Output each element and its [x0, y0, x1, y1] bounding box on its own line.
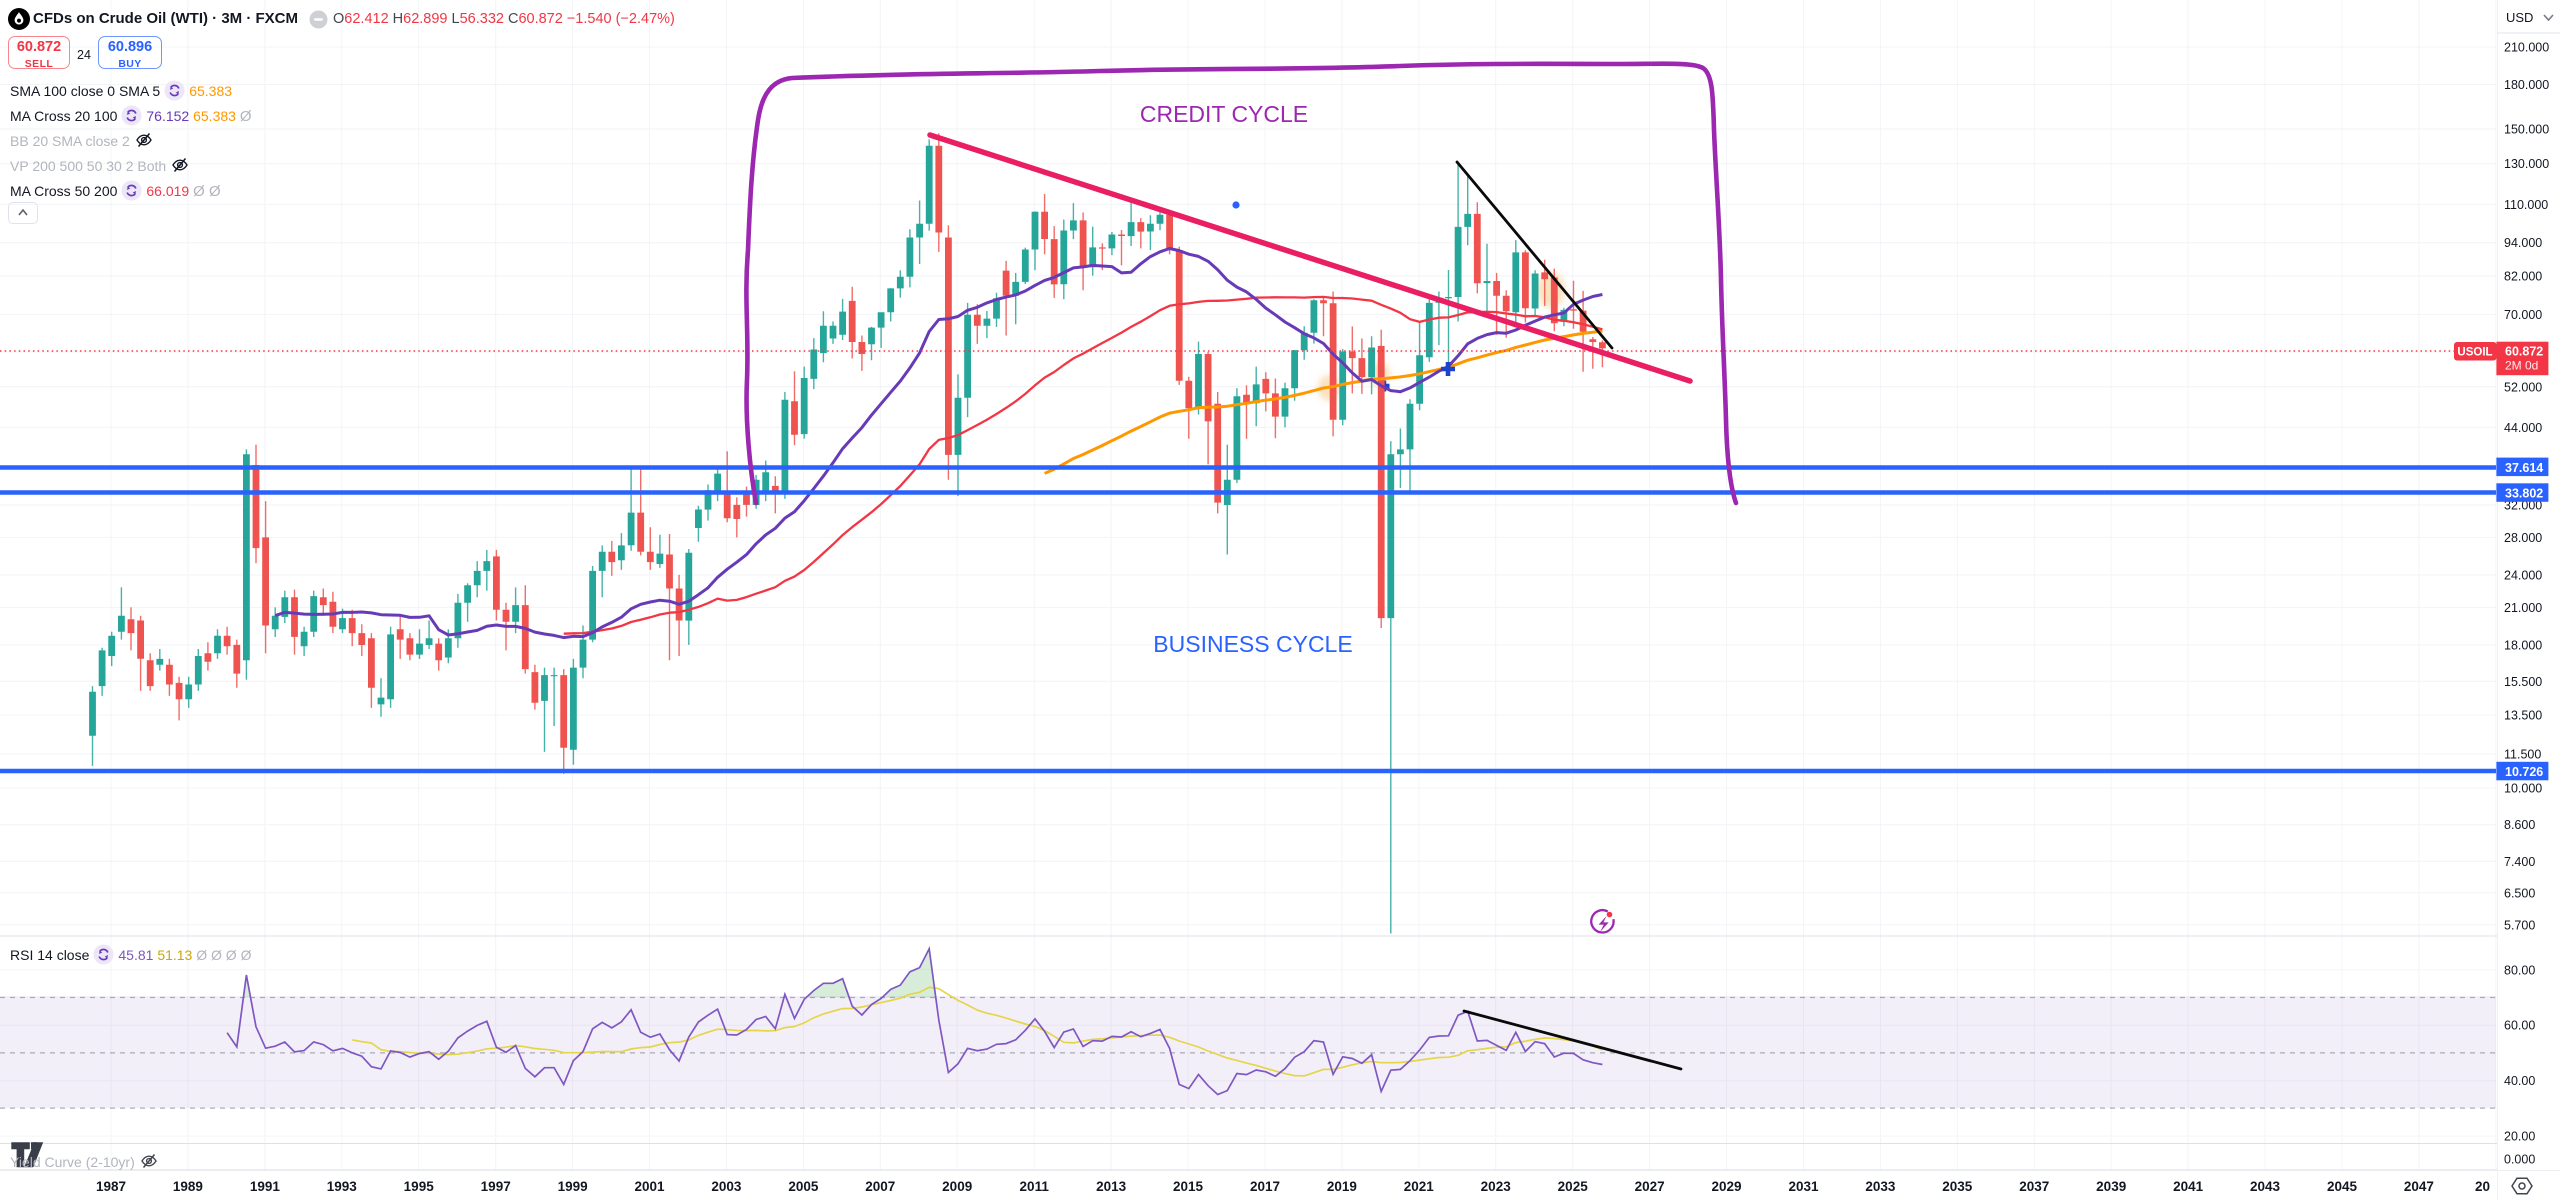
- svg-text:2007: 2007: [865, 1179, 895, 1194]
- svg-text:2045: 2045: [2327, 1179, 2358, 1194]
- svg-text:10.726: 10.726: [2505, 765, 2543, 779]
- svg-text:BUSINESS CYCLE: BUSINESS CYCLE: [1153, 631, 1352, 657]
- svg-text:8.600: 8.600: [2504, 818, 2535, 832]
- svg-text:37.614: 37.614: [2505, 461, 2543, 475]
- svg-text:0.000: 0.000: [2504, 1153, 2535, 1167]
- svg-text:2031: 2031: [1788, 1179, 1819, 1194]
- svg-text:28.000: 28.000: [2504, 531, 2542, 545]
- svg-text:2029: 2029: [1711, 1179, 1741, 1194]
- svg-text:2027: 2027: [1635, 1179, 1665, 1194]
- svg-text:1997: 1997: [481, 1179, 511, 1194]
- svg-text:2015: 2015: [1173, 1179, 1204, 1194]
- svg-text:33.802: 33.802: [2505, 487, 2543, 501]
- svg-text:1993: 1993: [327, 1179, 358, 1194]
- svg-text:7.400: 7.400: [2504, 855, 2535, 869]
- svg-text:2009: 2009: [942, 1179, 972, 1194]
- svg-text:15.500: 15.500: [2504, 675, 2542, 689]
- svg-text:130.000: 130.000: [2504, 157, 2549, 171]
- svg-text:94.000: 94.000: [2504, 236, 2542, 250]
- svg-text:80.00: 80.00: [2504, 963, 2535, 977]
- svg-text:2025: 2025: [1558, 1179, 1589, 1194]
- svg-text:18.000: 18.000: [2504, 638, 2542, 652]
- svg-text:CREDIT CYCLE: CREDIT CYCLE: [1140, 101, 1308, 127]
- svg-text:5.700: 5.700: [2504, 918, 2535, 932]
- svg-text:USD: USD: [2506, 10, 2533, 25]
- svg-text:82.000: 82.000: [2504, 269, 2542, 283]
- svg-text:2033: 2033: [1865, 1179, 1896, 1194]
- svg-text:110.000: 110.000: [2504, 198, 2548, 212]
- svg-text:13.500: 13.500: [2504, 709, 2542, 723]
- svg-text:32.000: 32.000: [2504, 498, 2542, 512]
- svg-text:1989: 1989: [173, 1179, 203, 1194]
- svg-text:60.872: 60.872: [2505, 344, 2543, 358]
- svg-text:2035: 2035: [1942, 1179, 1973, 1194]
- svg-text:1995: 1995: [404, 1179, 435, 1194]
- svg-text:44.000: 44.000: [2504, 421, 2542, 435]
- svg-text:2039: 2039: [2096, 1179, 2126, 1194]
- svg-text:2001: 2001: [634, 1179, 665, 1194]
- svg-text:2023: 2023: [1481, 1179, 1512, 1194]
- svg-text:60.00: 60.00: [2504, 1019, 2535, 1033]
- svg-text:52.000: 52.000: [2504, 380, 2542, 394]
- svg-text:2047: 2047: [2404, 1179, 2434, 1194]
- svg-text:180.000: 180.000: [2504, 78, 2549, 92]
- svg-text:24.000: 24.000: [2504, 568, 2542, 582]
- svg-text:USOIL: USOIL: [2457, 347, 2492, 359]
- svg-text:2041: 2041: [2173, 1179, 2204, 1194]
- svg-text:2M 0d: 2M 0d: [2505, 359, 2538, 373]
- svg-text:21.000: 21.000: [2504, 601, 2542, 615]
- svg-text:2017: 2017: [1250, 1179, 1280, 1194]
- svg-text:2013: 2013: [1096, 1179, 1127, 1194]
- svg-text:210.000: 210.000: [2504, 41, 2549, 55]
- svg-text:2019: 2019: [1327, 1179, 1357, 1194]
- svg-text:20.00: 20.00: [2504, 1130, 2535, 1144]
- svg-text:1991: 1991: [250, 1179, 281, 1194]
- svg-text:40.00: 40.00: [2504, 1074, 2535, 1088]
- svg-text:6.500: 6.500: [2504, 886, 2535, 900]
- svg-text:11.500: 11.500: [2504, 748, 2541, 762]
- svg-text:150.000: 150.000: [2504, 122, 2549, 136]
- svg-text:2003: 2003: [711, 1179, 742, 1194]
- svg-text:2005: 2005: [788, 1179, 819, 1194]
- svg-text:2043: 2043: [2250, 1179, 2281, 1194]
- svg-text:10.000: 10.000: [2504, 782, 2542, 796]
- svg-text:2037: 2037: [2019, 1179, 2049, 1194]
- svg-text:70.000: 70.000: [2504, 308, 2542, 322]
- svg-text:2011: 2011: [1020, 1179, 1050, 1194]
- svg-text:2021: 2021: [1404, 1179, 1435, 1194]
- svg-text:1999: 1999: [558, 1179, 588, 1194]
- svg-text:1987: 1987: [96, 1179, 126, 1194]
- svg-text:20: 20: [2475, 1179, 2490, 1194]
